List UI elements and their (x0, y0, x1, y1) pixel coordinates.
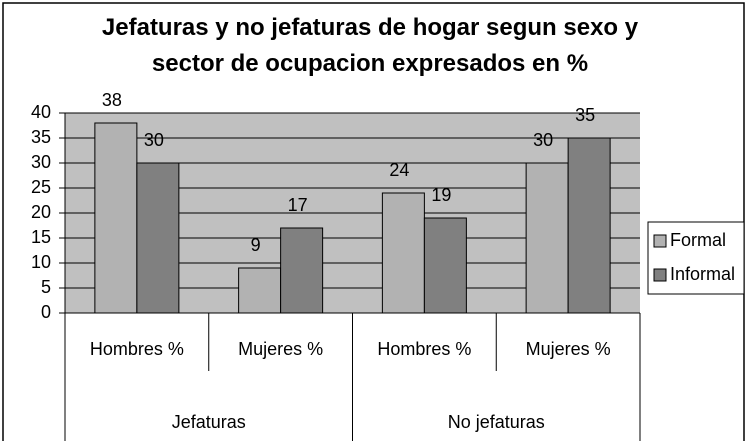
bar (94, 122, 138, 314)
y-tick-label: 0 (41, 302, 51, 322)
y-tick-label: 35 (31, 127, 51, 147)
bar (280, 227, 324, 314)
x-tick-label: Mujeres % (526, 339, 611, 359)
y-tick-label: 20 (31, 202, 51, 222)
bar (136, 162, 180, 314)
y-tick-label: 10 (31, 252, 51, 272)
data-label: 35 (575, 105, 595, 125)
group-label: No jefaturas (448, 412, 545, 432)
y-tick-label: 40 (31, 102, 51, 122)
bar (381, 192, 425, 314)
y-tick-label: 15 (31, 227, 51, 247)
bar (567, 137, 611, 314)
bar (423, 217, 467, 314)
bar (525, 162, 569, 314)
data-label: 30 (533, 130, 553, 150)
group-label: Jefaturas (172, 412, 246, 432)
data-label: 30 (144, 130, 164, 150)
data-label: 9 (251, 235, 261, 255)
y-tick-label: 25 (31, 177, 51, 197)
data-label: 24 (389, 160, 409, 180)
chart-title: Jefaturas y no jefaturas de hogar segun … (101, 14, 639, 77)
bar (238, 267, 282, 314)
x-tick-label: Hombres % (377, 339, 471, 359)
x-tick-label: Hombres % (90, 339, 184, 359)
legend-label: Formal (670, 230, 726, 250)
x-tick-label: Mujeres % (238, 339, 323, 359)
legend-label: Informal (670, 264, 735, 284)
y-tick-label: 30 (31, 152, 51, 172)
y-tick-label: 5 (41, 277, 51, 297)
data-label: 38 (102, 90, 122, 110)
data-label: 17 (288, 195, 308, 215)
legend-swatch (653, 234, 667, 248)
legend-swatch (653, 268, 667, 282)
data-label: 19 (431, 185, 451, 205)
legend-box (647, 221, 745, 295)
